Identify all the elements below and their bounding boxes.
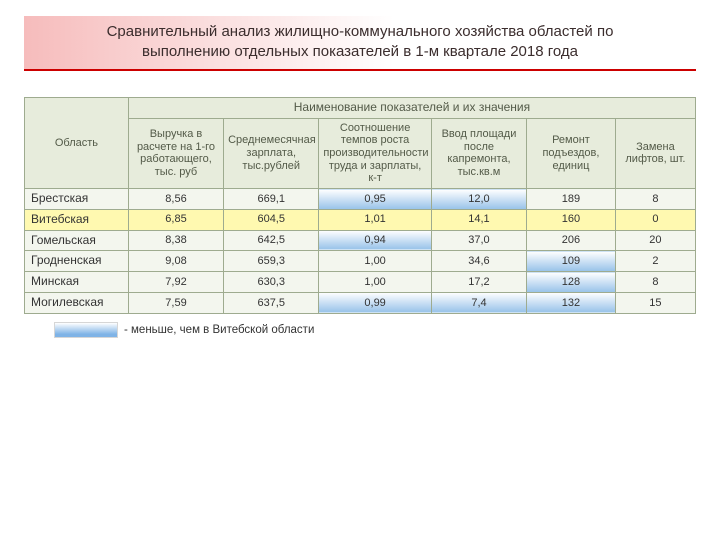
group-header: Наименование показателей и их значения	[128, 98, 695, 119]
data-cell: 34,6	[431, 251, 526, 272]
slide: Сравнительный анализ жилищно-коммунально…	[0, 0, 720, 540]
data-cell: 630,3	[224, 272, 319, 293]
data-cell: 1,01	[319, 209, 432, 230]
data-cell: 128	[527, 272, 616, 293]
table-head: Область Наименование показателей и их зн…	[25, 98, 696, 189]
corner-header: Область	[25, 98, 129, 189]
data-cell: 0,95	[319, 189, 432, 210]
data-cell: 7,92	[128, 272, 223, 293]
table-row: Гомельская8,38642,50,9437,020620	[25, 230, 696, 251]
data-cell: 37,0	[431, 230, 526, 251]
data-cell: 9,08	[128, 251, 223, 272]
data-cell: 7,59	[128, 292, 223, 313]
data-cell: 14,1	[431, 209, 526, 230]
title-line-2: выполнению отдельных показателей в 1-м к…	[142, 43, 578, 60]
legend: - меньше, чем в Витебской области	[24, 322, 696, 338]
data-cell: 7,4	[431, 292, 526, 313]
data-cell: 6,85	[128, 209, 223, 230]
data-cell: 132	[527, 292, 616, 313]
table-row: Гродненская9,08659,31,0034,61092	[25, 251, 696, 272]
data-cell: 160	[527, 209, 616, 230]
data-cell: 604,5	[224, 209, 319, 230]
legend-text: - меньше, чем в Витебской области	[124, 324, 314, 336]
data-cell: 109	[527, 251, 616, 272]
column-header: Среднемесячная зарплата, тыс.рублей	[224, 118, 319, 188]
table-row: Могилевская7,59637,50,997,413215	[25, 292, 696, 313]
data-cell: 659,3	[224, 251, 319, 272]
data-cell: 8	[615, 272, 695, 293]
data-cell: 8	[615, 189, 695, 210]
data-cell: 15	[615, 292, 695, 313]
region-cell: Минская	[25, 272, 129, 293]
region-cell: Витебская	[25, 209, 129, 230]
region-cell: Могилевская	[25, 292, 129, 313]
data-cell: 642,5	[224, 230, 319, 251]
table-row: Брестская8,56669,10,9512,01898	[25, 189, 696, 210]
column-header: Ввод площади после капремонта, тыс.кв.м	[431, 118, 526, 188]
data-cell: 17,2	[431, 272, 526, 293]
data-cell: 12,0	[431, 189, 526, 210]
data-cell: 0	[615, 209, 695, 230]
data-cell: 669,1	[224, 189, 319, 210]
data-cell: 20	[615, 230, 695, 251]
data-cell: 1,00	[319, 251, 432, 272]
header-row-1: Область Наименование показателей и их зн…	[25, 98, 696, 119]
data-cell: 189	[527, 189, 616, 210]
column-header: Замена лифтов, шт.	[615, 118, 695, 188]
data-cell: 1,00	[319, 272, 432, 293]
data-cell: 206	[527, 230, 616, 251]
data-cell: 8,38	[128, 230, 223, 251]
region-cell: Брестская	[25, 189, 129, 210]
table-row: Витебская6,85604,51,0114,11600	[25, 209, 696, 230]
data-cell: 2	[615, 251, 695, 272]
region-cell: Гродненская	[25, 251, 129, 272]
legend-swatch	[54, 322, 118, 338]
data-cell: 0,94	[319, 230, 432, 251]
data-cell: 8,56	[128, 189, 223, 210]
region-cell: Гомельская	[25, 230, 129, 251]
column-header: Ремонт подъездов, единиц	[527, 118, 616, 188]
table-row: Минская7,92630,31,0017,21288	[25, 272, 696, 293]
comparison-table: Область Наименование показателей и их зн…	[24, 97, 696, 314]
data-cell: 0,99	[319, 292, 432, 313]
title-line-1: Сравнительный анализ жилищно-коммунально…	[107, 23, 614, 40]
table-body: Брестская8,56669,10,9512,01898Витебская6…	[25, 189, 696, 314]
column-header: Соотношение темпов роста производительно…	[319, 118, 432, 188]
data-cell: 637,5	[224, 292, 319, 313]
column-header: Выручка в расчете на 1-го работающего, т…	[128, 118, 223, 188]
title-box: Сравнительный анализ жилищно-коммунально…	[24, 16, 696, 71]
